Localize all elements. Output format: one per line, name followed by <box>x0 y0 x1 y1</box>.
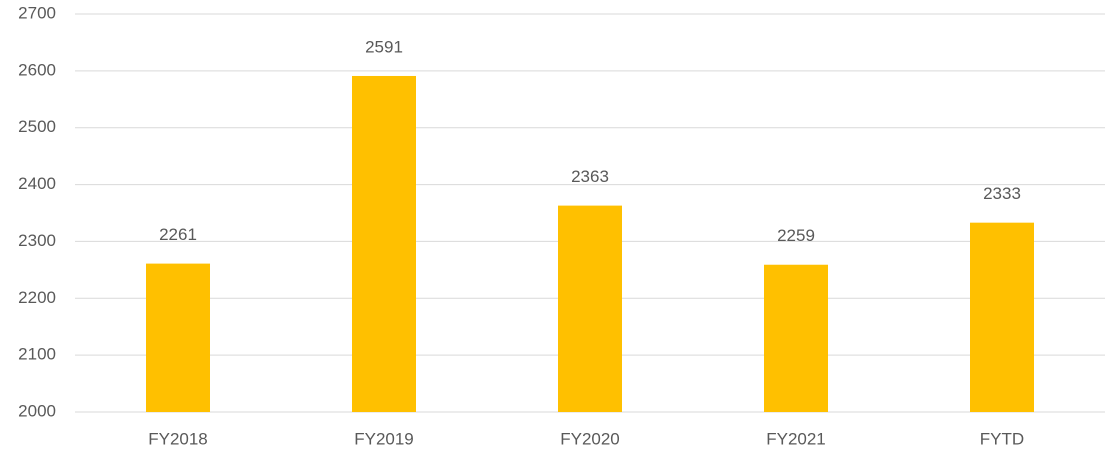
y-tick-label: 2300 <box>18 231 56 250</box>
y-tick-label: 2700 <box>18 3 56 22</box>
bar <box>352 75 416 412</box>
data-label: 2261 <box>159 225 197 244</box>
y-tick-label: 2400 <box>18 174 56 193</box>
x-tick-label: FY2021 <box>766 429 826 448</box>
bar <box>970 222 1034 412</box>
y-tick-label: 2600 <box>18 60 56 79</box>
bar <box>764 264 828 412</box>
x-tick-label: FY2019 <box>354 429 414 448</box>
data-label: 2333 <box>983 184 1021 203</box>
x-tick-label: FY2020 <box>560 429 620 448</box>
x-tick-label: FY2018 <box>148 429 208 448</box>
data-label: 2259 <box>777 226 815 245</box>
y-tick-label: 2100 <box>18 345 56 364</box>
bar <box>558 205 622 412</box>
y-tick-label: 2200 <box>18 288 56 307</box>
y-tick-label: 2500 <box>18 117 56 136</box>
data-label: 2363 <box>571 167 609 186</box>
y-tick-label: 2000 <box>18 401 56 420</box>
x-tick-label: FYTD <box>980 429 1024 448</box>
bar <box>146 263 210 412</box>
data-label: 2591 <box>365 37 403 56</box>
